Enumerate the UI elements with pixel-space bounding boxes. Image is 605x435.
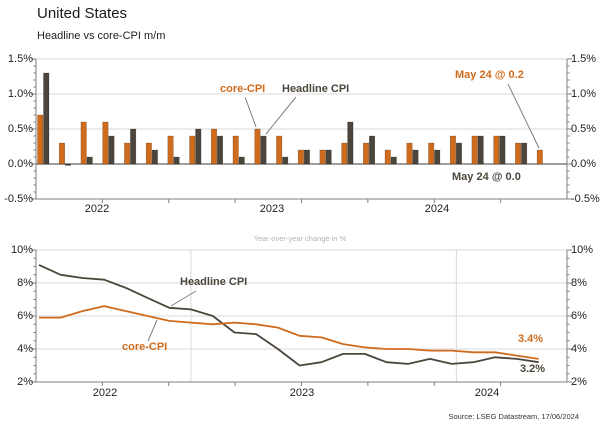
x-axis-year-label: 2022	[84, 203, 110, 215]
last-value-core-annotation: May 24 @ 0.2	[455, 69, 524, 81]
page-title: United States	[37, 5, 128, 22]
y-axis-label: 1.5%	[7, 53, 33, 65]
core-cpi-series-label: core-CPI	[122, 341, 168, 353]
y-axis-label: 1.0%	[7, 88, 33, 100]
y-axis-label: -0.5%	[4, 193, 33, 205]
x-axis-year-label: 2024	[474, 387, 500, 399]
y-axis-label: 2%	[17, 376, 33, 388]
x-axis-year-label: 2023	[259, 203, 285, 215]
y-axis-label: 6%	[571, 310, 587, 322]
core-cpi-series-label: core-CPI	[220, 83, 266, 95]
core-cpi-end-value: 3.4%	[518, 333, 544, 345]
x-axis-year-label: 2022	[92, 387, 118, 399]
y-axis-label: 10%	[571, 244, 594, 256]
y-axis-label: 4%	[17, 343, 33, 355]
headline-cpi-series-label: Headline CPI	[180, 276, 248, 288]
y-axis-label: 2%	[571, 376, 587, 388]
y-axis-label: 0.5%	[7, 123, 33, 135]
y-axis-label: 10%	[10, 244, 33, 256]
y-axis-label: 8%	[571, 277, 587, 289]
y-axis-label: 1.5%	[571, 53, 597, 65]
y-axis-label: 1.0%	[571, 88, 597, 100]
y-axis-label: 4%	[571, 343, 587, 355]
y-axis-label: 8%	[17, 277, 33, 289]
y-axis-label: 0.5%	[571, 123, 597, 135]
x-axis-year-label: 2024	[424, 203, 450, 215]
last-value-headline-annotation: May 24 @ 0.0	[452, 171, 521, 183]
bottom-chart-title: Year-over-year change in %	[253, 234, 347, 243]
y-axis-label: 6%	[17, 310, 33, 322]
x-axis-year-label: 2023	[289, 387, 315, 399]
top-chart-title: Headline vs core-CPI m/m	[37, 30, 166, 42]
source-note: Source: LSEG Datastream, 17/06/2024	[448, 412, 580, 421]
y-axis-label: 0.0%	[7, 158, 33, 170]
y-axis-label: -0.5%	[571, 193, 600, 205]
headline-cpi-series-label: Headline CPI	[282, 83, 350, 95]
headline-cpi-end-value: 3.2%	[520, 363, 546, 375]
y-axis-label: 0.0%	[571, 158, 597, 170]
